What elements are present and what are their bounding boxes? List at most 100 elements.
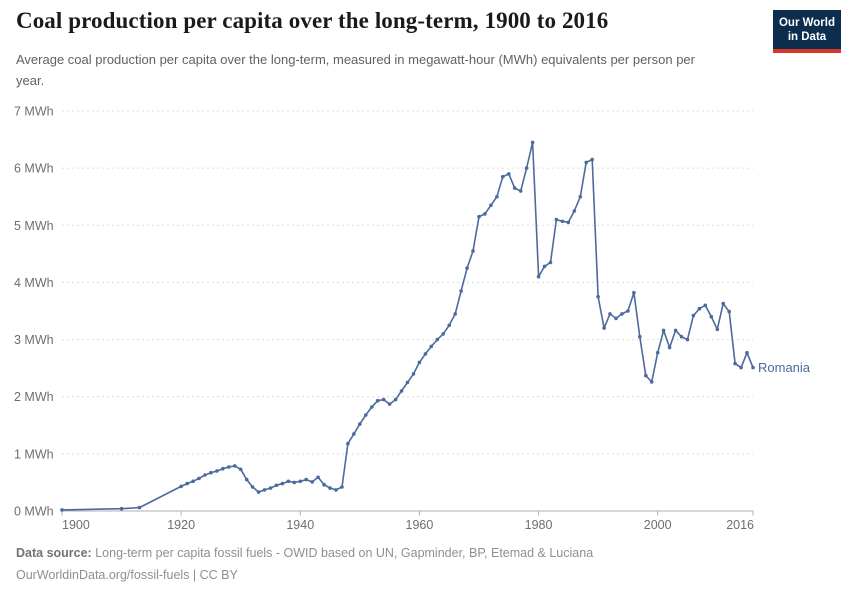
data-point-romania-1965[interactable] <box>447 323 452 328</box>
data-point-romania-1979[interactable] <box>530 140 535 145</box>
data-point-romania-1931[interactable] <box>244 477 249 482</box>
data-point-romania-1958[interactable] <box>405 380 410 385</box>
data-point-romania-1927[interactable] <box>221 466 225 471</box>
data-point-romania-1900[interactable] <box>60 508 64 512</box>
data-point-romania-2012[interactable] <box>727 309 731 314</box>
data-point-romania-1971[interactable] <box>483 212 487 216</box>
data-point-romania-1997[interactable] <box>638 334 642 339</box>
data-point-romania-1923[interactable] <box>197 476 201 481</box>
data-point-romania-1968[interactable] <box>465 266 469 270</box>
data-point-romania-2007[interactable] <box>697 306 702 311</box>
data-point-romania-2004[interactable] <box>679 334 684 339</box>
data-point-romania-1957[interactable] <box>399 389 404 393</box>
owid-logo[interactable]: Our World in Data <box>773 10 841 53</box>
data-point-romania-1944[interactable] <box>322 482 326 487</box>
data-point-romania-1963[interactable] <box>435 337 440 342</box>
data-point-romania-1995[interactable] <box>626 309 630 313</box>
data-point-romania-1982[interactable] <box>548 260 553 265</box>
data-point-romania-1960[interactable] <box>417 360 422 365</box>
data-point-romania-2006[interactable] <box>691 313 696 318</box>
data-point-romania-1991[interactable] <box>602 326 606 330</box>
data-point-romania-1967[interactable] <box>459 289 463 293</box>
data-point-romania-1986[interactable] <box>572 209 577 213</box>
data-point-romania-2013[interactable] <box>733 361 737 366</box>
data-point-romania-1941[interactable] <box>304 477 309 482</box>
license-link[interactable]: OurWorldinData.org/fossil-fuels | CC BY <box>16 567 238 582</box>
data-point-romania-1953[interactable] <box>375 398 380 403</box>
data-point-romania-1921[interactable] <box>185 481 189 486</box>
data-point-romania-1980[interactable] <box>536 274 541 279</box>
data-point-romania-1984[interactable] <box>560 219 565 224</box>
data-point-romania-1962[interactable] <box>429 344 434 349</box>
data-point-romania-1993[interactable] <box>614 316 618 321</box>
data-point-romania-1961[interactable] <box>423 352 428 356</box>
data-point-romania-1951[interactable] <box>364 413 368 417</box>
data-point-romania-1920[interactable] <box>179 484 183 489</box>
data-point-romania-1926[interactable] <box>215 469 219 473</box>
data-point-romania-1973[interactable] <box>495 194 499 199</box>
data-point-romania-1954[interactable] <box>381 397 386 402</box>
data-point-romania-2005[interactable] <box>685 337 690 342</box>
data-point-romania-1987[interactable] <box>578 194 583 199</box>
data-point-romania-1969[interactable] <box>471 249 475 253</box>
data-point-romania-1935[interactable] <box>268 486 273 490</box>
data-point-romania-1992[interactable] <box>608 312 612 316</box>
data-point-romania-1970[interactable] <box>477 214 481 219</box>
data-point-romania-1985[interactable] <box>566 220 571 225</box>
data-point-romania-1972[interactable] <box>489 203 493 208</box>
data-point-romania-1999[interactable] <box>649 380 654 384</box>
data-point-romania-1946[interactable] <box>334 488 338 492</box>
data-point-romania-1994[interactable] <box>620 312 624 316</box>
data-point-romania-1943[interactable] <box>316 475 320 480</box>
data-point-romania-1940[interactable] <box>298 479 303 484</box>
data-point-romania-1966[interactable] <box>453 312 458 316</box>
data-point-romania-1934[interactable] <box>262 488 267 492</box>
data-point-romania-2002[interactable] <box>667 345 672 350</box>
data-point-romania-1955[interactable] <box>387 402 392 406</box>
data-point-romania-1930[interactable] <box>238 467 243 472</box>
data-point-romania-2008[interactable] <box>703 303 708 308</box>
data-point-romania-1978[interactable] <box>524 166 529 170</box>
data-point-romania-1998[interactable] <box>644 373 648 378</box>
data-point-romania-2001[interactable] <box>661 328 666 333</box>
data-point-romania-1937[interactable] <box>280 481 285 486</box>
data-point-romania-1949[interactable] <box>352 432 356 436</box>
data-point-romania-2003[interactable] <box>673 328 678 333</box>
data-point-romania-1983[interactable] <box>554 217 559 222</box>
data-point-romania-1948[interactable] <box>346 441 350 446</box>
data-point-romania-2014[interactable] <box>739 365 743 370</box>
data-point-romania-1932[interactable] <box>250 485 255 489</box>
data-point-romania-1975[interactable] <box>507 172 511 176</box>
data-point-romania-1938[interactable] <box>286 479 291 484</box>
data-point-romania-1939[interactable] <box>292 480 297 485</box>
data-point-romania-1913[interactable] <box>137 505 142 510</box>
data-point-romania-1996[interactable] <box>632 290 636 295</box>
data-point-romania-1974[interactable] <box>501 174 505 179</box>
data-point-romania-1990[interactable] <box>596 294 600 299</box>
data-point-romania-1977[interactable] <box>518 189 523 193</box>
data-point-romania-1952[interactable] <box>370 405 374 409</box>
data-point-romania-1942[interactable] <box>310 480 315 484</box>
data-point-romania-1928[interactable] <box>227 465 231 469</box>
entity-label-romania[interactable]: Romania <box>758 360 811 375</box>
data-point-romania-1929[interactable] <box>233 464 237 468</box>
data-point-romania-2011[interactable] <box>721 301 725 306</box>
data-point-romania-1947[interactable] <box>340 485 344 489</box>
data-point-romania-1956[interactable] <box>393 397 398 402</box>
series-line-romania[interactable] <box>61 141 754 511</box>
data-point-romania-2016[interactable] <box>751 365 755 370</box>
data-point-romania-1936[interactable] <box>274 483 279 488</box>
data-point-romania-1924[interactable] <box>203 473 207 477</box>
data-point-romania-1976[interactable] <box>512 186 517 190</box>
data-point-romania-2010[interactable] <box>715 327 720 332</box>
data-point-romania-1910[interactable] <box>119 506 124 511</box>
data-point-romania-1922[interactable] <box>191 479 195 484</box>
data-point-romania-1925[interactable] <box>209 470 213 475</box>
data-point-romania-2000[interactable] <box>655 350 660 355</box>
data-point-romania-1933[interactable] <box>256 490 261 494</box>
data-point-romania-1950[interactable] <box>358 422 362 426</box>
data-point-romania-1988[interactable] <box>584 160 588 165</box>
data-point-romania-1981[interactable] <box>542 264 547 269</box>
data-point-romania-2015[interactable] <box>745 350 749 355</box>
